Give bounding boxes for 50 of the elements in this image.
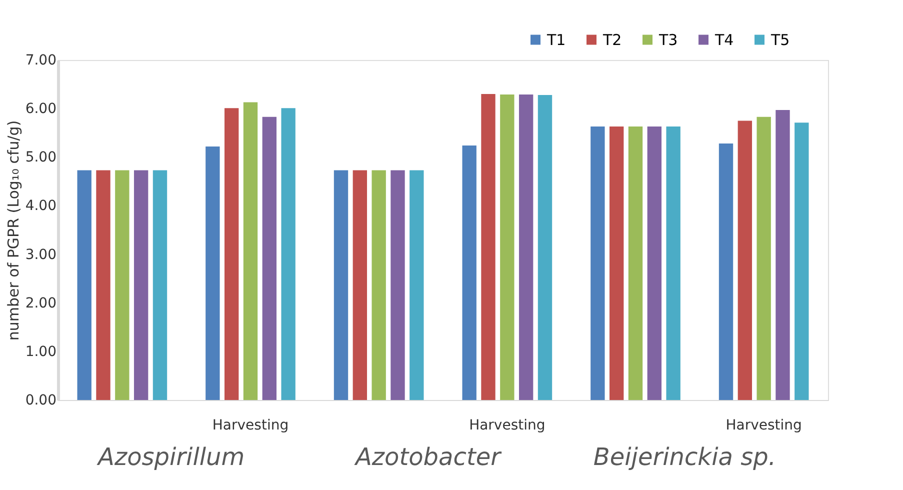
bar	[134, 170, 148, 400]
y-tick-label: 4.00	[25, 198, 56, 214]
bar	[352, 170, 368, 400]
bar	[718, 144, 734, 400]
y-axis-title: number of PGPR (Log₁₀ cfu/g)	[4, 120, 22, 341]
bar	[281, 108, 296, 400]
legend-label: T1	[546, 30, 566, 49]
bar	[776, 110, 790, 400]
bar	[462, 145, 476, 400]
bar	[647, 126, 662, 400]
bar	[481, 94, 496, 400]
bar	[372, 170, 386, 400]
y-tick-label: 7.00	[25, 52, 56, 68]
y-tick-label: 0.00	[25, 392, 56, 408]
y-tick-label: 3.00	[25, 246, 56, 263]
y-tick-label: 6.00	[25, 101, 56, 118]
bar	[152, 170, 168, 400]
text: Azospirillum	[96, 443, 245, 471]
bar	[609, 126, 624, 400]
legend-label: T5	[770, 30, 790, 49]
y-tick-label: 5.00	[25, 150, 56, 166]
bar	[666, 126, 680, 400]
bar	[262, 116, 277, 400]
bar	[756, 116, 771, 400]
bar	[334, 170, 348, 400]
bar	[518, 94, 534, 400]
x-tick-label: Harvesting	[726, 418, 802, 434]
text: Beijerinckia sp.	[593, 443, 776, 471]
bar	[410, 170, 424, 400]
bar	[96, 170, 110, 400]
legend-label: T4	[714, 30, 734, 49]
x-tick-label: Harvesting	[469, 418, 546, 434]
bar	[628, 126, 643, 400]
bar	[77, 170, 92, 400]
x-tick-label: Harvesting	[212, 418, 289, 434]
bar	[243, 102, 258, 400]
bar	[794, 122, 809, 400]
bar	[224, 108, 239, 400]
bar	[538, 94, 552, 400]
legend-label: T2	[602, 30, 622, 49]
bar	[590, 126, 605, 400]
bar	[738, 120, 752, 400]
y-tick-label: 1.00	[25, 344, 56, 360]
bar	[206, 146, 220, 400]
legend-label: T3	[658, 30, 678, 49]
text: Azotobacter	[354, 443, 503, 471]
bar	[500, 94, 514, 400]
bar	[390, 170, 405, 400]
y-tick-label: 2.00	[25, 295, 56, 312]
bar	[115, 170, 130, 400]
